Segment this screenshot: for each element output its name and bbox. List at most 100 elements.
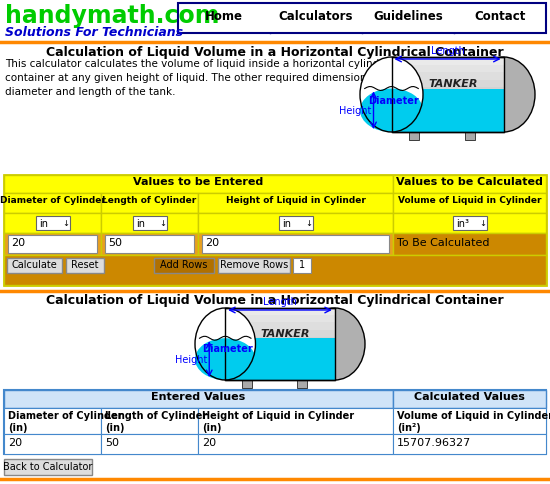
Text: Length of Cylinder: Length of Cylinder [102, 196, 197, 205]
Text: Length: Length [431, 46, 464, 56]
Bar [226, 330, 335, 337]
Bar [4, 194, 101, 213]
Bar [4, 233, 101, 256]
Bar [66, 258, 104, 273]
Text: Height of Liquid in Cylinder: Height of Liquid in Cylinder [226, 196, 365, 205]
Text: 20: 20 [11, 238, 25, 247]
Text: Calculation of Liquid Volume in a Horizontal Cylindrical Container: Calculation of Liquid Volume in a Horizo… [46, 46, 504, 59]
Text: Values to be Entered: Values to be Entered [133, 177, 263, 187]
Text: Home: Home [205, 10, 243, 23]
Bar [4, 459, 92, 475]
Text: Height: Height [175, 354, 207, 364]
Ellipse shape [305, 308, 365, 380]
Bar [226, 359, 335, 366]
Text: Reset: Reset [72, 259, 99, 270]
Text: in: in [283, 219, 292, 228]
Bar [226, 308, 335, 380]
Bar [105, 236, 194, 254]
Bar [101, 213, 198, 233]
Bar [226, 344, 335, 351]
Bar [198, 213, 393, 233]
Bar [278, 216, 312, 230]
Ellipse shape [195, 308, 256, 380]
Bar [297, 380, 307, 388]
Bar [409, 133, 419, 141]
Bar [4, 390, 546, 454]
Bar [392, 90, 503, 133]
Bar [293, 258, 311, 273]
Text: ↓: ↓ [160, 219, 167, 227]
Bar [392, 110, 503, 118]
Text: Solutions For Technicians: Solutions For Technicians [5, 26, 183, 39]
Ellipse shape [360, 90, 423, 133]
Bar [392, 65, 503, 73]
Bar [154, 258, 214, 273]
Text: 20: 20 [8, 437, 22, 447]
Bar [4, 408, 101, 434]
Bar [226, 323, 335, 330]
Bar [392, 58, 503, 133]
Text: Calculators: Calculators [279, 10, 353, 23]
Text: 20: 20 [205, 238, 219, 247]
Bar [198, 194, 393, 213]
Bar [198, 434, 393, 454]
Text: Length: Length [263, 296, 297, 306]
Ellipse shape [360, 58, 423, 133]
Bar [226, 366, 335, 373]
Bar [226, 337, 335, 344]
Bar [36, 216, 69, 230]
Bar [393, 176, 546, 194]
Text: ↓: ↓ [480, 219, 487, 227]
Bar [393, 408, 546, 434]
Text: Guidelines: Guidelines [373, 10, 443, 23]
Bar [393, 194, 546, 213]
Text: Height of Liquid in Cylinder
(in): Height of Liquid in Cylinder (in) [202, 410, 354, 433]
Bar [392, 95, 503, 103]
Bar [226, 373, 335, 380]
Bar [392, 58, 503, 65]
Text: Values to be Calculated: Values to be Calculated [396, 177, 543, 187]
Bar [202, 236, 389, 254]
Text: Height: Height [339, 106, 371, 116]
Text: 1: 1 [299, 259, 305, 270]
Text: To Be Calculated: To Be Calculated [397, 238, 490, 247]
Bar [242, 380, 252, 388]
Text: Diameter of Cylinder: Diameter of Cylinder [0, 196, 106, 205]
Text: 20: 20 [202, 437, 216, 447]
Bar [393, 434, 546, 454]
Text: in³: in³ [456, 219, 470, 228]
Ellipse shape [472, 58, 535, 133]
Text: ↓: ↓ [305, 219, 312, 227]
Bar [226, 351, 335, 359]
Bar [4, 390, 393, 408]
Text: Entered Values: Entered Values [151, 391, 246, 401]
Bar [465, 133, 475, 141]
Bar [7, 258, 62, 273]
Bar [4, 434, 101, 454]
Bar [8, 236, 97, 254]
Bar [226, 316, 335, 323]
Text: Contact: Contact [474, 10, 526, 23]
Bar [101, 233, 198, 256]
Bar [392, 80, 503, 88]
Bar [4, 176, 546, 286]
Text: Calculation of Liquid Volume in a Horizontal Cylindrical Container: Calculation of Liquid Volume in a Horizo… [46, 293, 504, 306]
Text: Volume of Liquid in Cylinder: Volume of Liquid in Cylinder [398, 196, 541, 205]
Bar [393, 390, 546, 408]
Text: 50: 50 [108, 238, 122, 247]
Text: handymath.com: handymath.com [5, 4, 219, 28]
Bar [392, 58, 503, 133]
Bar [392, 73, 503, 80]
Text: Add Rows: Add Rows [160, 259, 208, 270]
Bar [393, 213, 546, 233]
Text: Diameter: Diameter [202, 343, 252, 353]
Bar [453, 216, 487, 230]
Bar [226, 338, 335, 380]
Bar [393, 233, 546, 256]
Text: Calculated Values: Calculated Values [414, 391, 525, 401]
Text: Diameter: Diameter [368, 95, 419, 106]
Bar [198, 233, 393, 256]
Bar [392, 125, 503, 133]
Text: 50: 50 [105, 437, 119, 447]
Text: Back to Calculator: Back to Calculator [3, 461, 93, 471]
